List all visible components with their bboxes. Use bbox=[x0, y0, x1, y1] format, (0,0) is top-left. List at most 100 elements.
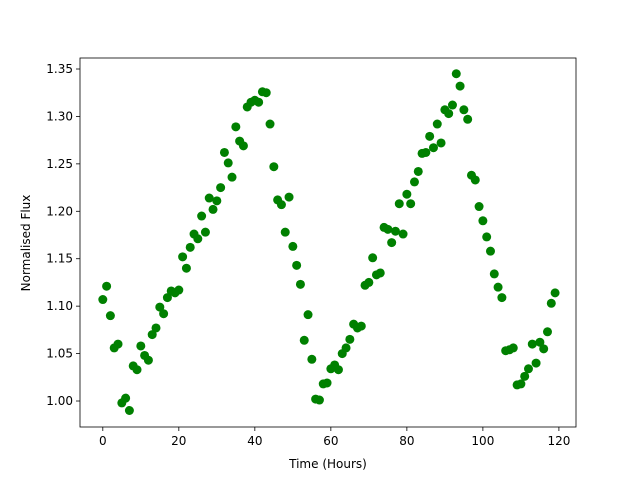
point bbox=[341, 343, 351, 353]
point bbox=[451, 69, 461, 79]
point bbox=[402, 189, 412, 199]
point bbox=[136, 341, 146, 351]
point bbox=[531, 358, 541, 368]
point bbox=[200, 227, 210, 237]
point bbox=[364, 277, 374, 287]
point bbox=[254, 97, 264, 107]
point bbox=[193, 234, 203, 244]
point bbox=[428, 143, 438, 153]
point bbox=[174, 285, 184, 295]
point bbox=[295, 279, 305, 289]
point bbox=[322, 378, 332, 388]
point bbox=[98, 295, 108, 305]
point bbox=[478, 216, 488, 226]
point bbox=[216, 183, 226, 193]
point bbox=[288, 241, 298, 251]
point bbox=[447, 100, 457, 110]
point bbox=[383, 224, 393, 234]
point bbox=[155, 302, 165, 312]
point bbox=[550, 288, 560, 298]
point bbox=[527, 339, 537, 349]
point bbox=[204, 193, 214, 203]
point bbox=[208, 204, 218, 214]
point bbox=[132, 365, 142, 375]
point bbox=[489, 269, 499, 279]
point bbox=[493, 282, 503, 292]
point bbox=[307, 354, 317, 364]
point bbox=[356, 321, 366, 331]
y-axis-label: Normalised Flux bbox=[19, 195, 33, 292]
point bbox=[231, 122, 241, 132]
point bbox=[227, 172, 237, 182]
point bbox=[197, 211, 207, 221]
point bbox=[280, 227, 290, 237]
y-tick-label: 1.00 bbox=[46, 394, 73, 408]
point bbox=[143, 355, 153, 365]
point bbox=[432, 119, 442, 129]
point bbox=[444, 109, 454, 119]
point bbox=[185, 242, 195, 252]
y-tick-label: 1.20 bbox=[46, 204, 73, 218]
point bbox=[333, 365, 343, 375]
point bbox=[223, 158, 233, 168]
point bbox=[345, 334, 355, 344]
y-tick-label: 1.35 bbox=[46, 62, 73, 76]
y-tick-label: 1.05 bbox=[46, 347, 73, 361]
point bbox=[105, 311, 115, 321]
point bbox=[147, 330, 157, 340]
y-tick-label: 1.30 bbox=[46, 109, 73, 123]
point bbox=[375, 268, 385, 278]
x-tick-label: 0 bbox=[99, 434, 107, 448]
point bbox=[409, 177, 419, 187]
point bbox=[387, 238, 397, 248]
point bbox=[394, 199, 404, 209]
point bbox=[497, 293, 507, 303]
point bbox=[523, 364, 533, 374]
point bbox=[463, 114, 473, 124]
point bbox=[212, 196, 222, 206]
point bbox=[482, 232, 492, 242]
point bbox=[219, 147, 229, 157]
point bbox=[261, 88, 271, 98]
point bbox=[151, 323, 161, 333]
point bbox=[546, 298, 556, 308]
point bbox=[398, 229, 408, 239]
point bbox=[124, 405, 134, 415]
point bbox=[162, 293, 172, 303]
point bbox=[314, 395, 324, 405]
x-tick-label: 40 bbox=[247, 434, 262, 448]
point bbox=[455, 81, 465, 91]
point bbox=[159, 309, 169, 319]
point bbox=[284, 192, 294, 202]
point bbox=[485, 246, 495, 256]
point bbox=[474, 202, 484, 212]
point bbox=[178, 252, 188, 262]
y-tick-label: 1.10 bbox=[46, 299, 73, 313]
point bbox=[181, 263, 191, 273]
point bbox=[413, 166, 423, 176]
point bbox=[520, 371, 530, 381]
point bbox=[113, 339, 123, 349]
point bbox=[542, 327, 552, 337]
point bbox=[425, 131, 435, 141]
point bbox=[470, 175, 480, 185]
point bbox=[276, 200, 286, 210]
point bbox=[292, 260, 302, 270]
x-tick-label: 100 bbox=[471, 434, 494, 448]
x-tick-label: 80 bbox=[399, 434, 414, 448]
y-tick-label: 1.15 bbox=[46, 252, 73, 266]
point bbox=[121, 393, 131, 403]
point bbox=[539, 344, 549, 354]
point bbox=[459, 105, 469, 115]
point bbox=[368, 253, 378, 263]
y-tick-label: 1.25 bbox=[46, 157, 73, 171]
x-tick-label: 120 bbox=[547, 434, 570, 448]
point bbox=[303, 310, 313, 320]
point bbox=[390, 226, 400, 236]
point bbox=[508, 343, 518, 353]
point bbox=[406, 199, 416, 209]
point bbox=[516, 379, 526, 389]
point bbox=[269, 162, 279, 172]
point bbox=[436, 138, 446, 148]
point bbox=[535, 337, 545, 347]
